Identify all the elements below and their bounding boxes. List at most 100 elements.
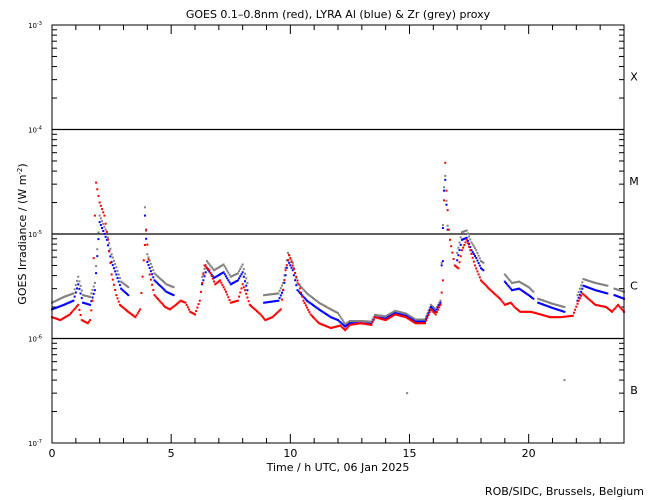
goes-0-1-0-8nm-point bbox=[149, 278, 152, 281]
goes-0-1-0-8nm-point bbox=[373, 316, 376, 319]
lyra-zr-proxy-point bbox=[273, 292, 276, 295]
goes-0-1-0-8nm-point bbox=[135, 314, 138, 317]
goes-0-1-0-8nm-point bbox=[205, 266, 208, 269]
goes-0-1-0-8nm-point bbox=[612, 309, 615, 312]
lyra-zr-proxy-point bbox=[203, 267, 206, 270]
lyra-al-proxy-point bbox=[70, 300, 73, 303]
lyra-al-proxy-point bbox=[265, 301, 268, 304]
goes-0-1-0-8nm-point bbox=[391, 314, 394, 317]
goes-0-1-0-8nm-point bbox=[543, 314, 546, 317]
goes-0-1-0-8nm-point bbox=[158, 299, 161, 302]
lyra-zr-proxy-point bbox=[469, 238, 472, 241]
goes-0-1-0-8nm-point bbox=[507, 302, 510, 305]
lyra-zr-proxy-point bbox=[409, 315, 412, 318]
goes-0-1-0-8nm-point bbox=[413, 321, 416, 324]
lyra-al-proxy-point bbox=[614, 294, 617, 297]
lyra-al-proxy-point bbox=[61, 304, 64, 307]
lyra-zr-proxy-point bbox=[354, 320, 357, 323]
lyra-zr-proxy-point bbox=[384, 315, 387, 318]
lyra-al-proxy-point bbox=[277, 299, 280, 302]
lyra-al-proxy-point bbox=[605, 292, 608, 295]
lyra-zr-proxy-point bbox=[526, 285, 529, 288]
goes-0-1-0-8nm-point bbox=[53, 317, 56, 320]
goes-0-1-0-8nm-point bbox=[244, 289, 247, 292]
goes-0-1-0-8nm-point bbox=[372, 318, 375, 321]
lyra-al-proxy-point bbox=[602, 291, 605, 294]
lyra-al-proxy-point bbox=[460, 238, 463, 241]
lyra-zr-proxy-point bbox=[513, 281, 516, 284]
goes-0-1-0-8nm-point bbox=[184, 301, 187, 304]
lyra-zr-proxy-point bbox=[84, 294, 87, 297]
lyra-al-proxy-point bbox=[347, 323, 350, 326]
lyra-al-proxy-point bbox=[307, 300, 310, 303]
lyra-al-proxy-point bbox=[539, 302, 542, 305]
lyra-zr-proxy-point bbox=[149, 262, 152, 265]
lyra-al-proxy-point bbox=[325, 313, 328, 316]
lyra-zr-proxy-point bbox=[346, 321, 349, 324]
lyra-al-proxy-point bbox=[74, 291, 77, 294]
goes-0-1-0-8nm-point bbox=[323, 324, 326, 327]
lyra-zr-proxy-point bbox=[594, 281, 597, 284]
lyra-al-proxy-point bbox=[387, 316, 390, 319]
goes-0-1-0-8nm-point bbox=[211, 277, 214, 280]
goes-0-1-0-8nm-point bbox=[235, 300, 238, 303]
lyra-al-proxy-point bbox=[435, 308, 438, 311]
lyra-al-proxy-point bbox=[266, 301, 269, 304]
lyra-al-proxy-point bbox=[471, 251, 474, 254]
goes-0-1-0-8nm-point bbox=[114, 288, 117, 291]
lyra-al-proxy-point bbox=[148, 267, 151, 270]
axes: 0 5 10 15 20 10-3 10-4 10-5 10-6 10-7 X M C B bbox=[28, 21, 639, 460]
lyra-al-proxy-point bbox=[519, 288, 522, 291]
lyra-al-proxy-point bbox=[298, 291, 301, 294]
lyra-zr-proxy-point bbox=[292, 266, 295, 269]
lyra-zr-proxy-point bbox=[78, 280, 81, 283]
lyra-al-proxy-point bbox=[153, 279, 156, 282]
goes-0-1-0-8nm-point bbox=[133, 315, 136, 318]
lyra-zr-proxy-point bbox=[396, 310, 399, 313]
lyra-zr-proxy-point bbox=[339, 315, 342, 318]
lyra-al-proxy-point bbox=[513, 288, 516, 291]
goes-0-1-0-8nm-point bbox=[393, 314, 396, 317]
lyra-zr-proxy-point bbox=[553, 303, 556, 306]
y-tick-exponent: -7 bbox=[37, 439, 42, 445]
goes-0-1-0-8nm-point bbox=[219, 279, 222, 282]
lyra-zr-proxy-point bbox=[108, 242, 111, 245]
goes-0-1-0-8nm-point bbox=[220, 281, 223, 284]
goes-0-1-0-8nm-point bbox=[400, 314, 403, 317]
lyra-zr-proxy-point bbox=[280, 284, 283, 287]
lyra-al-proxy-point bbox=[99, 224, 102, 227]
lyra-al-proxy-point bbox=[289, 264, 292, 267]
lyra-al-proxy-point bbox=[524, 291, 527, 294]
lyra-al-proxy-point bbox=[101, 226, 104, 229]
lyra-al-proxy-point bbox=[55, 306, 58, 309]
lyra-al-proxy-point bbox=[216, 274, 219, 277]
lyra-al-proxy-point bbox=[111, 264, 114, 267]
goes-0-1-0-8nm-point bbox=[342, 328, 345, 331]
lyra-al-proxy-point bbox=[322, 311, 325, 314]
lyra-zr-proxy-point bbox=[278, 289, 281, 292]
lyra-al-proxy-point bbox=[422, 320, 425, 323]
lyra-al-proxy-point bbox=[291, 269, 294, 272]
lyra-al-proxy-point bbox=[545, 304, 548, 307]
goes-0-1-0-8nm-point bbox=[553, 316, 556, 319]
goes-0-1-0-8nm-point bbox=[394, 313, 397, 316]
goes-0-1-0-8nm-point bbox=[575, 305, 578, 308]
goes-0-1-0-8nm-point bbox=[404, 316, 407, 319]
lyra-al-proxy-point bbox=[421, 320, 424, 323]
lyra-zr-proxy-point bbox=[111, 256, 114, 259]
lyra-zr-proxy-point bbox=[315, 299, 318, 302]
lyra-zr-proxy-point bbox=[319, 302, 322, 305]
lyra-al-proxy-point bbox=[154, 280, 157, 283]
goes-0-1-0-8nm-point bbox=[388, 316, 391, 319]
goes-0-1-0-8nm-point bbox=[338, 324, 341, 327]
lyra-zr-proxy-point bbox=[263, 294, 266, 297]
goes-0-1-0-8nm-point bbox=[546, 315, 549, 318]
lyra-zr-proxy-point bbox=[300, 285, 303, 288]
goes-0-1-0-8nm-point bbox=[70, 312, 73, 315]
lyra-zr-proxy-point bbox=[228, 273, 231, 276]
goes-0-1-0-8nm-point bbox=[592, 301, 595, 304]
lyra-zr-proxy-point bbox=[52, 301, 55, 304]
goes-0-1-0-8nm-point bbox=[367, 323, 370, 326]
goes-0-1-0-8nm-point bbox=[269, 317, 272, 320]
lyra-al-proxy-point bbox=[313, 304, 316, 307]
